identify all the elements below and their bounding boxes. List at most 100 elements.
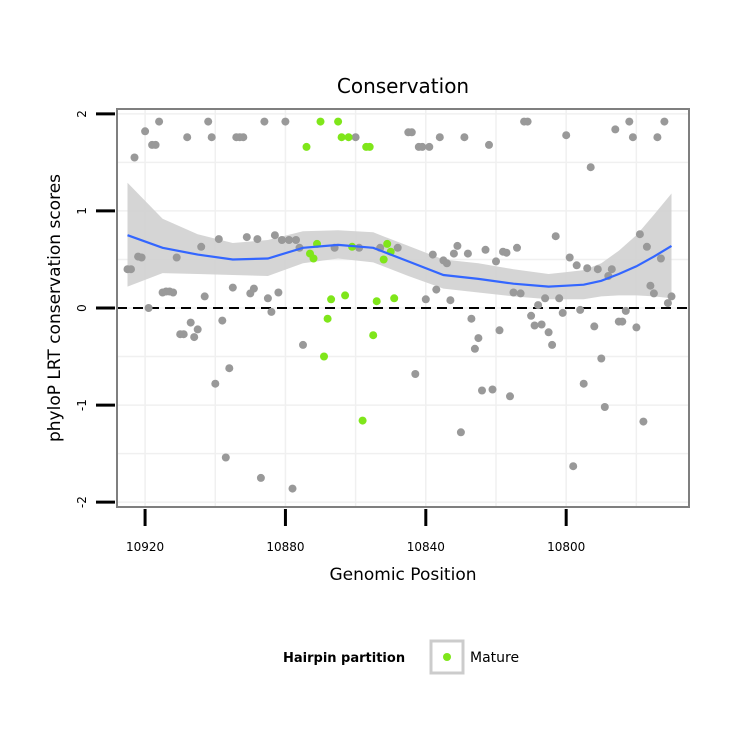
smooth-line-path: [127, 234, 673, 288]
other-point: [179, 330, 188, 339]
other-point: [351, 133, 360, 142]
other-point: [541, 294, 550, 303]
other-point: [127, 265, 135, 274]
other-point: [611, 125, 620, 134]
other-point: [470, 344, 479, 353]
other-point: [513, 243, 521, 252]
other-point: [625, 117, 634, 126]
other-point: [144, 304, 153, 312]
other-point: [653, 133, 662, 142]
smooth-trend-line: [127, 234, 673, 288]
x-tick-label: 10920: [126, 540, 164, 554]
y-tick-label: 1: [75, 207, 89, 215]
other-point: [228, 283, 237, 292]
other-point: [544, 328, 553, 337]
other-point: [600, 403, 609, 411]
other-point: [649, 289, 658, 298]
mature-point: [344, 133, 353, 142]
other-point: [292, 236, 300, 244]
other-point: [260, 117, 269, 126]
other-point: [239, 133, 248, 142]
y-axis-ticks: -2 -1 0 1 2: [75, 110, 115, 508]
other-point: [253, 235, 262, 244]
y-tick-label: 2: [75, 110, 89, 118]
other-point: [214, 235, 223, 244]
other-point: [151, 140, 160, 149]
mature-point: [372, 297, 381, 306]
other-point: [190, 333, 199, 342]
other-point: [453, 241, 462, 250]
other-point: [565, 253, 574, 262]
mature-point: [302, 142, 311, 151]
y-tick-label: -2: [75, 496, 89, 508]
grid-lines: [117, 109, 689, 507]
other-point: [200, 292, 209, 301]
other-point: [523, 117, 532, 126]
other-point: [207, 133, 216, 142]
mature-point: [320, 352, 328, 361]
other-point: [221, 453, 230, 462]
mature-point: [341, 291, 350, 300]
other-point: [393, 243, 402, 252]
other-point: [481, 245, 490, 254]
other-point: [225, 364, 234, 373]
other-point: [242, 233, 251, 242]
other-point: [555, 294, 564, 303]
mature-point: [334, 117, 343, 126]
mature-point: [309, 254, 318, 263]
other-point: [186, 318, 195, 327]
mature-point: [365, 142, 374, 151]
mature-point: [390, 294, 399, 303]
other-point: [660, 117, 669, 126]
other-point: [285, 236, 293, 244]
x-tick-label: 10840: [407, 540, 445, 554]
mature-point: [379, 255, 388, 264]
x-tick-label: 10800: [547, 540, 585, 554]
other-point: [197, 242, 206, 251]
other-point: [663, 299, 672, 308]
other-point: [211, 379, 220, 388]
other-point: [485, 140, 493, 149]
other-point: [299, 340, 307, 349]
mature-point: [323, 314, 332, 323]
other-point: [569, 462, 578, 471]
other-point: [572, 261, 581, 270]
other-point: [141, 127, 150, 136]
other-point: [460, 133, 469, 142]
other-point: [586, 163, 595, 172]
other-point: [628, 133, 637, 142]
x-tick-label: 10880: [266, 540, 304, 554]
other-point: [463, 249, 472, 258]
other-point: [274, 288, 283, 297]
other-point: [193, 325, 202, 334]
other-point: [495, 326, 504, 335]
other-point: [618, 317, 627, 326]
other-point: [607, 265, 616, 274]
mature-point: [383, 239, 392, 248]
other-point: [593, 265, 602, 274]
other-point: [632, 323, 641, 332]
other-point: [502, 248, 511, 257]
other-point: [656, 254, 665, 263]
other-point: [639, 417, 648, 426]
other-point: [530, 321, 539, 330]
other-point: [263, 294, 272, 303]
other-point: [256, 473, 265, 482]
mature-point: [316, 117, 325, 126]
other-point: [249, 284, 258, 293]
y-axis-title: phyloP LRT conservation scores: [45, 174, 65, 442]
data-points: [123, 117, 676, 493]
y-tick-label: -1: [75, 399, 89, 411]
other-point: [534, 301, 543, 310]
x-axis-title: Genomic Position: [329, 565, 476, 585]
other-point: [537, 320, 546, 329]
other-point: [509, 288, 518, 297]
x-axis-ticks: 10920 10880 10840 10800: [126, 509, 585, 554]
other-point: [478, 386, 486, 395]
other-point: [527, 311, 536, 320]
other-point: [548, 340, 557, 349]
other-point: [270, 231, 279, 240]
other-point: [642, 242, 651, 251]
confidence-band-area: [127, 182, 672, 300]
mature-point: [337, 133, 346, 142]
